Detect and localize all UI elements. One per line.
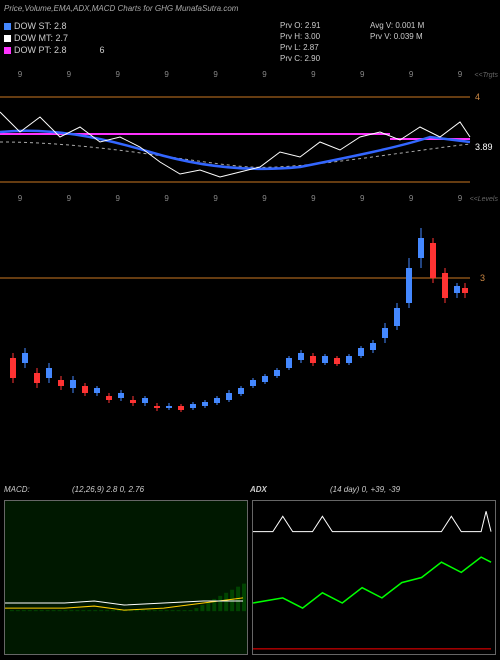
prev-l: Prv L: 2.87 — [280, 42, 320, 53]
prev-h: Prv H: 3.00 — [280, 31, 320, 42]
page-title: Price,Volume,EMA,ADX,MACD Charts for GHG… — [4, 4, 238, 13]
x-tick: 9 — [18, 194, 22, 203]
legend-label-mt: DOW MT: 2.7 — [14, 32, 68, 44]
x-tick: 9 — [311, 70, 315, 79]
x-tick: 9 — [213, 70, 217, 79]
svg-text:4: 4 — [475, 92, 480, 102]
prev-c: Prv C: 2.90 — [280, 53, 320, 64]
x-tick: 9 — [409, 70, 413, 79]
x-tick: 9 — [360, 194, 364, 203]
adx-params: (14 day) 0, +39, -39 — [330, 485, 400, 494]
legend-dow-st: DOW ST: 2.8 — [4, 20, 105, 32]
svg-text:3.89: 3.89 — [475, 142, 493, 152]
x-axis-ticks-top: 9 9 9 9 9 9 9 9 9 9 — [0, 70, 500, 80]
x-tick: 9 — [311, 194, 315, 203]
adx-panel — [252, 500, 496, 655]
macd-svg — [5, 501, 247, 654]
macd-panel — [4, 500, 248, 655]
adx-label: ADX — [250, 485, 267, 494]
legend-swatch-mt — [4, 35, 11, 42]
legend-dow-mt: DOW MT: 2.7 — [4, 32, 105, 44]
prv-v: Prv V: 0.039 M — [370, 31, 424, 42]
avg-v: Avg V: 0.001 M — [370, 20, 424, 31]
x-tick: 9 — [18, 70, 22, 79]
x-tick: 9 — [67, 70, 71, 79]
upper-pane-svg: 43.89 — [0, 82, 500, 192]
x-tick: 9 — [116, 194, 120, 203]
legend-swatch-pt — [4, 47, 11, 54]
sub-panels — [0, 500, 500, 655]
adx-svg — [253, 501, 495, 654]
legend-label-pt: DOW PT: 2.8 — [14, 44, 67, 56]
macd-label: MACD: — [4, 485, 30, 494]
macd-params: (12,26,9) 2.8 0, 2.76 — [72, 485, 144, 494]
prev-o: Prv O: 2.91 — [280, 20, 320, 31]
x-tick: 9 — [458, 70, 462, 79]
x-tick: 9 — [164, 70, 168, 79]
x-tick: 9 — [164, 194, 168, 203]
x-tick: 9 — [409, 194, 413, 203]
x-tick: 9 — [458, 194, 462, 203]
x-tick: 9 — [116, 70, 120, 79]
subpanel-labels: MACD: (12,26,9) 2.8 0, 2.76 ADX (14 day)… — [4, 485, 496, 494]
lower-pane-svg: 3 — [0, 208, 500, 428]
x-tick: 9 — [360, 70, 364, 79]
x-tick: 9 — [262, 70, 266, 79]
avg-vol: Avg V: 0.001 M Prv V: 0.039 M — [370, 20, 424, 42]
main-chart: 9999999999 <<Trgts 43.89 9999999999 <<Le… — [0, 70, 500, 430]
legend-label-st: DOW ST: 2.8 — [14, 20, 67, 32]
legend-dow-pt: DOW PT: 2.8 6 — [4, 44, 105, 56]
x-axis-ticks-mid: 9 9 9 9 9 9 9 9 9 9 — [0, 194, 500, 204]
legend-block: DOW ST: 2.8 DOW MT: 2.7 DOW PT: 2.8 6 — [4, 20, 105, 56]
x-tick: 9 — [262, 194, 266, 203]
legend-swatch-st — [4, 23, 11, 30]
x-tick: 9 — [67, 194, 71, 203]
legend-extra: 6 — [100, 44, 105, 56]
svg-text:3: 3 — [480, 273, 485, 283]
pane-label-levels: <<Levels — [470, 196, 498, 203]
pane-label-trgts: <<Trgts — [474, 72, 498, 79]
prev-ohlc: Prv O: 2.91 Prv H: 3.00 Prv L: 2.87 Prv … — [280, 20, 320, 64]
x-tick: 9 — [213, 194, 217, 203]
